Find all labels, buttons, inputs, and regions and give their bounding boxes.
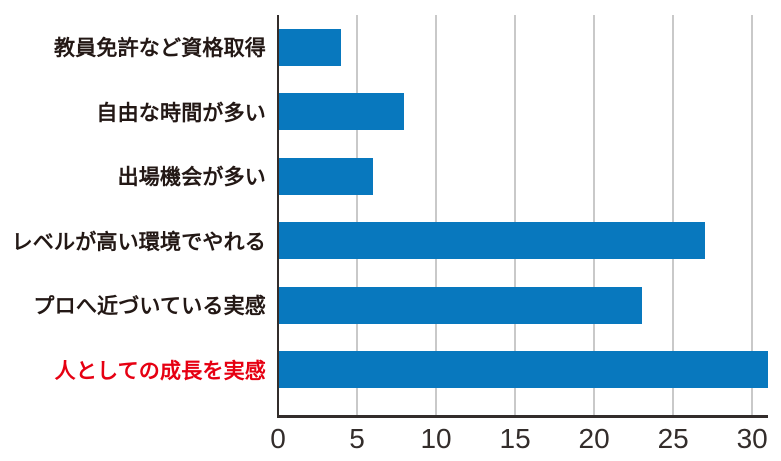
x-axis-ticks: 0 5 10 15 20 25 30 [0, 422, 781, 461]
bar [278, 222, 705, 260]
bar [278, 93, 405, 131]
bar-row [278, 80, 768, 145]
x-tick-label: 5 [349, 423, 365, 454]
category-label: 自由な時間が多い [96, 101, 266, 125]
x-tick-label: 30 [736, 423, 768, 454]
y-axis-line [277, 15, 279, 417]
gridline [593, 15, 596, 417]
gridline [672, 15, 675, 417]
category-label: 出場機会が多い [117, 166, 266, 190]
bar [278, 351, 768, 389]
x-tick-label: 15 [499, 423, 531, 454]
bar-row [278, 209, 768, 274]
bars [278, 15, 768, 402]
bar-row [278, 15, 768, 80]
category-label: 教員免許など資格取得 [54, 37, 266, 61]
bar-row [278, 144, 768, 209]
bar-row [278, 273, 768, 338]
plot-area [277, 15, 768, 418]
gridline [751, 15, 754, 417]
category-label: プロへ近づいている実感 [33, 295, 266, 319]
x-axis-line [277, 415, 768, 418]
bar [278, 286, 642, 324]
category-label: レベルが高い環境でやれる [11, 230, 266, 254]
bar [278, 157, 373, 195]
gridline [435, 15, 438, 417]
gridline [514, 15, 517, 417]
category-label: 人としての成長を実感 [54, 359, 266, 383]
x-tick-label: 0 [270, 423, 286, 454]
x-tick-label: 25 [657, 423, 689, 454]
bar-row [278, 338, 768, 403]
category-labels: 教員免許など資格取得自由な時間が多い出場機会が多いレベルが高い環境でやれるプロへ… [0, 15, 266, 402]
bar [278, 28, 342, 66]
x-tick-label: 20 [578, 423, 610, 454]
x-tick-label: 10 [420, 423, 452, 454]
gridline [356, 15, 359, 417]
